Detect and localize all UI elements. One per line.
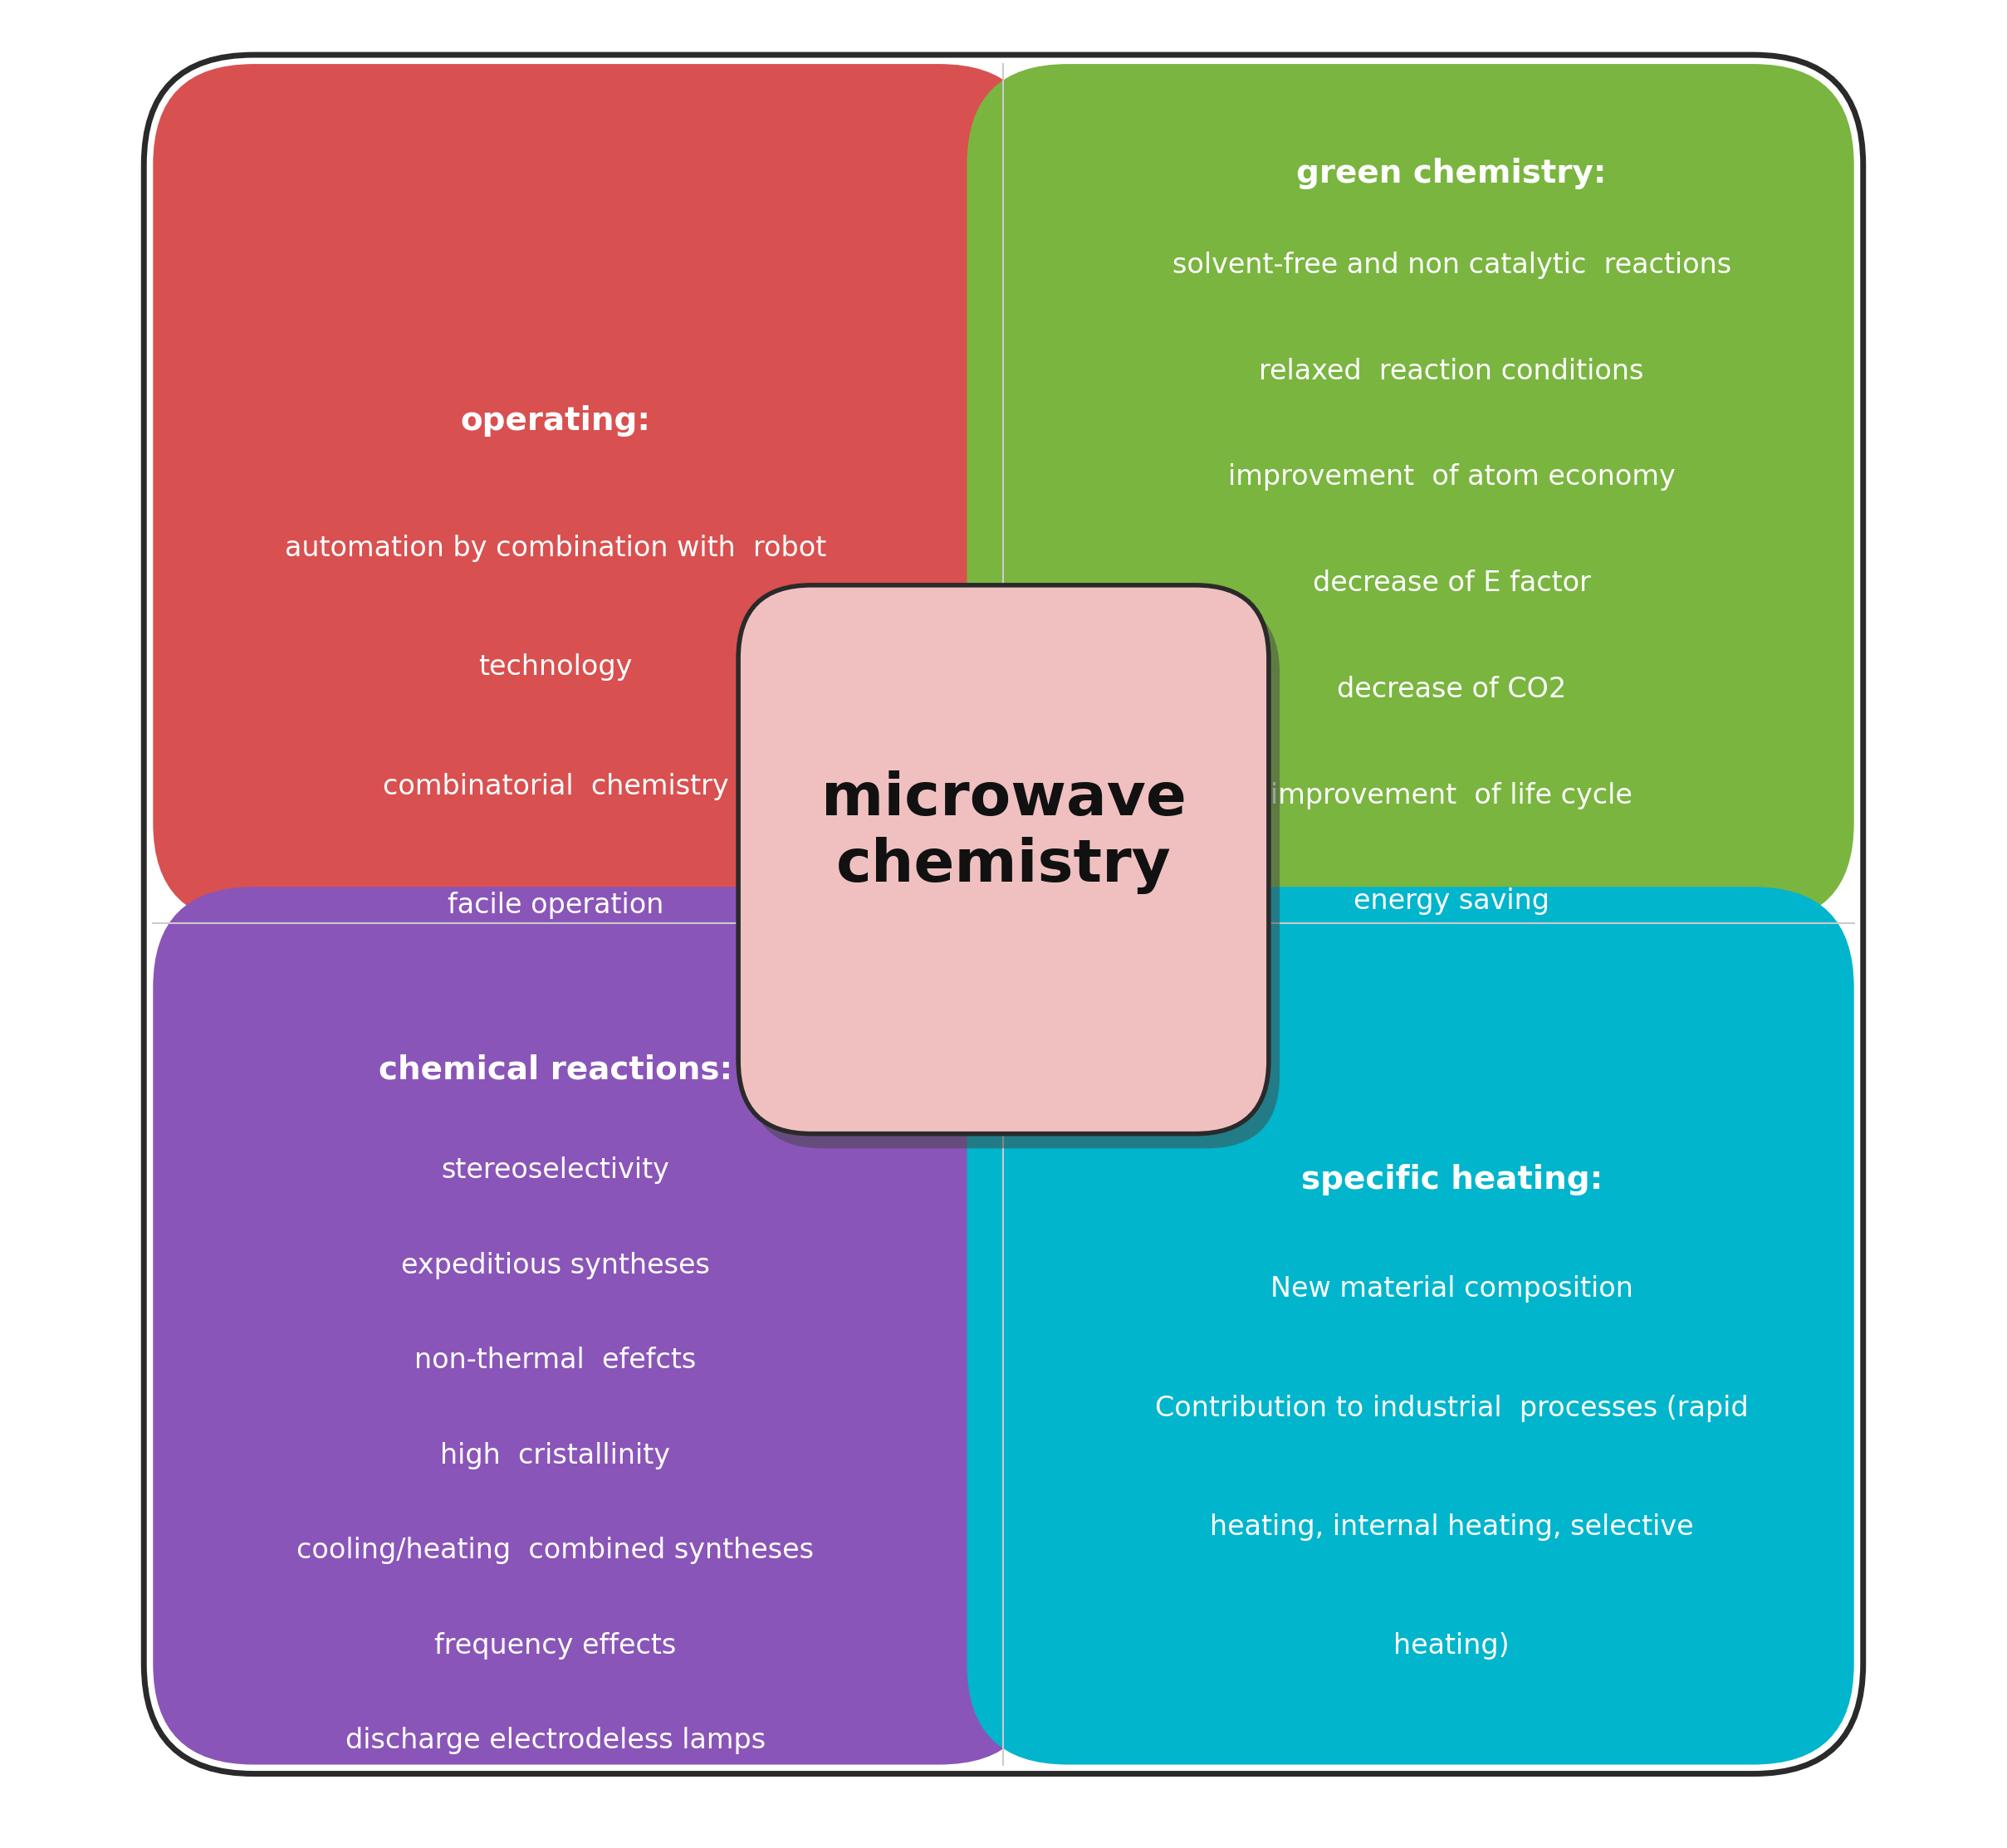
Text: automation by combination with  robot: automation by combination with robot bbox=[285, 534, 827, 562]
Text: New material composition: New material composition bbox=[1270, 1275, 1634, 1303]
Text: decrease of CO2: decrease of CO2 bbox=[1337, 676, 1565, 702]
Text: improvement  of life cycle: improvement of life cycle bbox=[1270, 782, 1632, 809]
FancyBboxPatch shape bbox=[739, 586, 1268, 1133]
Text: stereoselectivity: stereoselectivity bbox=[442, 1157, 670, 1185]
Text: cooling/heating  combined syntheses: cooling/heating combined syntheses bbox=[297, 1538, 815, 1565]
Text: green chemistry:: green chemistry: bbox=[1297, 157, 1608, 190]
Text: frequency effects: frequency effects bbox=[434, 1632, 676, 1660]
Text: energy saving: energy saving bbox=[1353, 887, 1549, 915]
Text: decrease of E factor: decrease of E factor bbox=[1313, 569, 1592, 597]
Text: solvent-free and non catalytic  reactions: solvent-free and non catalytic reactions bbox=[1172, 251, 1732, 279]
Bar bbox=[949, 924, 1014, 1052]
FancyBboxPatch shape bbox=[153, 887, 1040, 1765]
Bar bbox=[993, 795, 1068, 924]
FancyBboxPatch shape bbox=[967, 65, 1854, 924]
Text: improvement  of atom economy: improvement of atom economy bbox=[1228, 464, 1676, 492]
Bar bbox=[993, 924, 1068, 1052]
Bar bbox=[967, 813, 1022, 924]
FancyBboxPatch shape bbox=[749, 601, 1280, 1148]
Text: heating, internal heating, selective: heating, internal heating, selective bbox=[1210, 1514, 1694, 1541]
FancyBboxPatch shape bbox=[145, 55, 1862, 1774]
Text: heating): heating) bbox=[1393, 1632, 1509, 1660]
Bar bbox=[949, 795, 1014, 924]
Text: relaxed  reaction conditions: relaxed reaction conditions bbox=[1258, 357, 1644, 384]
Bar bbox=[153, 896, 1854, 952]
Text: specific heating:: specific heating: bbox=[1301, 1164, 1602, 1196]
Text: facile operation: facile operation bbox=[448, 891, 664, 918]
FancyBboxPatch shape bbox=[153, 65, 1040, 924]
Text: microwave
chemistry: microwave chemistry bbox=[821, 771, 1186, 894]
Text: fast catalyzed  reactions: fast catalyzed reactions bbox=[385, 1822, 725, 1848]
Text: expeditious syntheses: expeditious syntheses bbox=[401, 1251, 710, 1279]
Text: technology: technology bbox=[478, 654, 632, 682]
Text: non-thermal  efefcts: non-thermal efefcts bbox=[415, 1347, 696, 1375]
Text: Contribution to industrial  processes (rapid: Contribution to industrial processes (ra… bbox=[1154, 1395, 1748, 1421]
Text: high  cristallinity: high cristallinity bbox=[440, 1441, 670, 1469]
Text: operating:: operating: bbox=[460, 405, 650, 436]
FancyBboxPatch shape bbox=[967, 887, 1854, 1765]
Text: combinatorial  chemistry: combinatorial chemistry bbox=[383, 772, 729, 800]
Text: discharge electrodeless lamps: discharge electrodeless lamps bbox=[345, 1728, 765, 1754]
Text: chemical reactions:: chemical reactions: bbox=[379, 1053, 733, 1085]
